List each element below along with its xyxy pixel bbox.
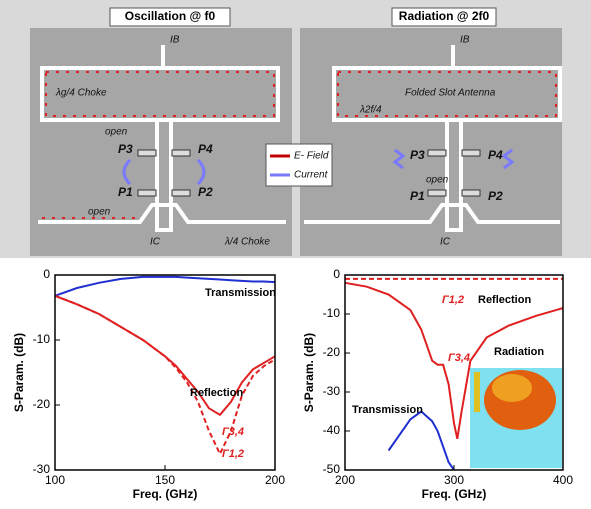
label: P2 (488, 189, 503, 203)
label: IB (170, 35, 180, 46)
legend-box (265, 143, 333, 187)
y-tick-label: -20 (323, 345, 341, 359)
annotation: Reflection (478, 294, 531, 306)
annotation: Reflection (190, 387, 243, 399)
series-label: Transmission (205, 287, 276, 299)
label: IB (460, 35, 470, 46)
series-line (54, 275, 276, 297)
x-axis-label: Freq. (GHz) (133, 487, 198, 501)
pad (137, 189, 157, 197)
pad (171, 149, 191, 157)
y-tick-label: -10 (33, 332, 51, 346)
label: P4 (198, 142, 213, 156)
y-tick-label: -10 (323, 306, 341, 320)
label: Folded Slot Antenna (405, 88, 496, 99)
series-line (387, 410, 455, 471)
current-arrows (122, 158, 206, 186)
label: open (426, 175, 449, 186)
series-label: Γ1,2 (222, 448, 244, 460)
label: λ/4 Choke (224, 237, 270, 248)
pad (461, 189, 481, 197)
y-tick-label: -50 (323, 462, 341, 476)
x-tick-label: 200 (335, 473, 355, 487)
label: P4 (488, 148, 503, 162)
x-tick-label: 100 (45, 473, 65, 487)
plot-frame (54, 274, 276, 471)
y-axis-label: S-Param. (dB) (12, 333, 26, 412)
series-label: Γ3,4 (448, 352, 470, 364)
y-tick-label: -30 (33, 462, 51, 476)
series-label: Transmission (352, 404, 423, 416)
pad (171, 189, 191, 197)
y-tick-label: 0 (333, 267, 340, 281)
panel-title-box (391, 7, 497, 27)
e-field-arrows (337, 71, 557, 117)
pad (461, 149, 481, 157)
x-tick-label: 150 (155, 473, 175, 487)
pad (137, 149, 157, 157)
series-label: Γ3,4 (222, 426, 244, 438)
label: open (105, 127, 128, 138)
x-tick-label: 300 (444, 473, 464, 487)
legend-label: E- Field (294, 151, 329, 162)
pad (427, 149, 447, 157)
y-tick-label: 0 (43, 267, 50, 281)
y-tick-label: -20 (33, 397, 51, 411)
x-axis-label: Freq. (GHz) (422, 487, 487, 501)
label: IC (150, 237, 161, 248)
pad (427, 189, 447, 197)
current-arrows (392, 148, 515, 170)
label: λg/4 Choke (55, 88, 107, 99)
inset-colorbar (474, 372, 480, 412)
label: P3 (118, 142, 133, 156)
series-line (54, 294, 276, 457)
label: P3 (410, 148, 425, 162)
x-tick-label: 200 (265, 473, 285, 487)
label: P2 (198, 185, 213, 199)
series-line (344, 281, 564, 440)
y-axis-label: S-Param. (dB) (302, 333, 316, 412)
label: P1 (410, 189, 425, 203)
radiation-pattern (492, 374, 532, 402)
e-field-arrows (45, 71, 275, 117)
label: P1 (118, 185, 133, 199)
series-label: Γ1,2 (442, 294, 464, 306)
label: open (88, 207, 111, 218)
panel-title-box (109, 7, 231, 27)
label: IC (440, 237, 451, 248)
slot-stem (445, 118, 463, 232)
y-tick-label: -40 (323, 423, 341, 437)
label: λ2f/4 (359, 105, 382, 116)
slot-bottom (38, 203, 286, 224)
panel-title: Oscillation @ f0 (125, 9, 216, 23)
annotation: Radiation (494, 346, 544, 358)
y-tick-label: -30 (323, 384, 341, 398)
slot-stem (155, 118, 173, 232)
x-tick-label: 400 (553, 473, 573, 487)
panel-title: Radiation @ 2f0 (399, 9, 490, 23)
legend-label: Current (294, 170, 329, 181)
slot-bottom (304, 203, 560, 224)
